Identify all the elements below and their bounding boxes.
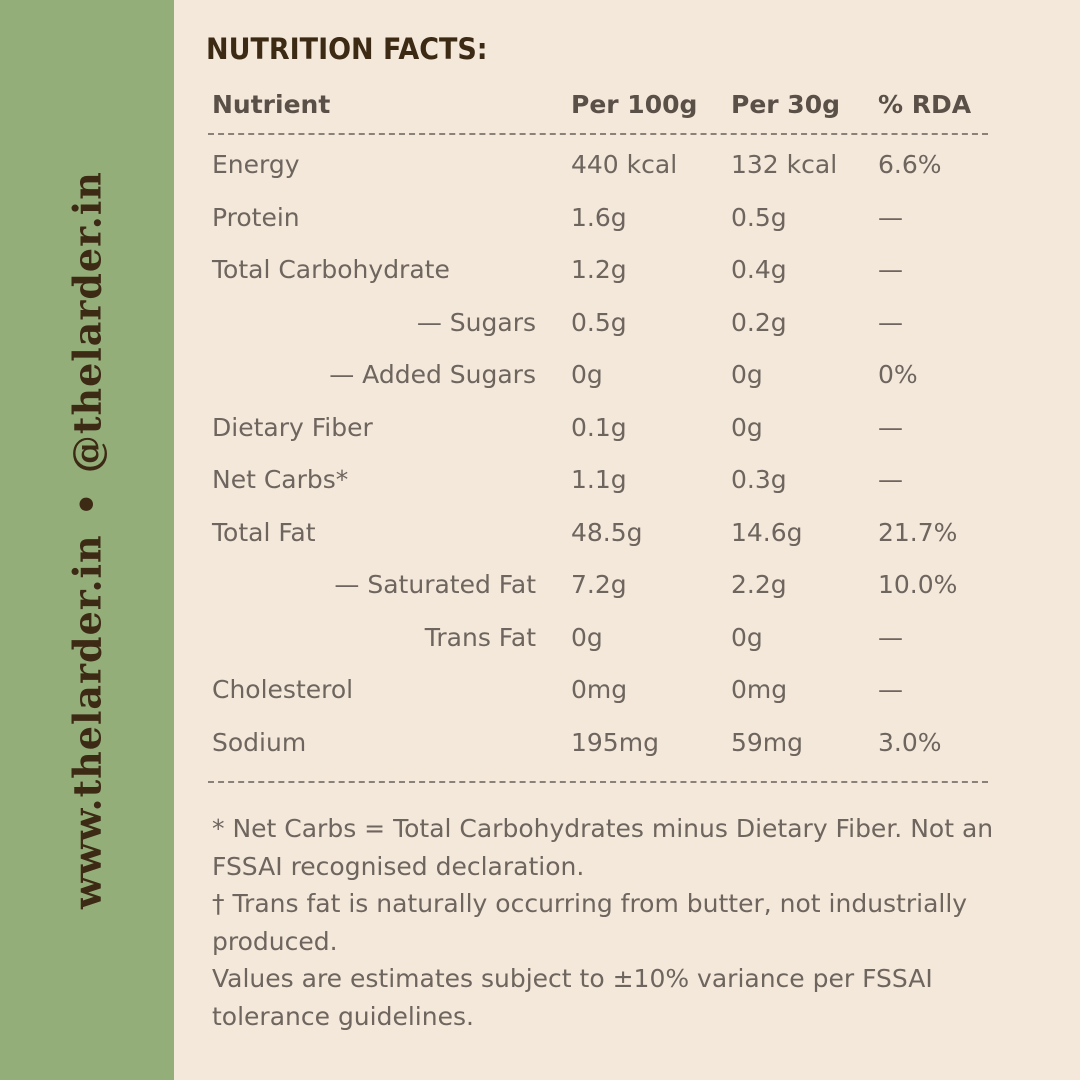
- nutrient-name: — Saturated Fat: [334, 570, 536, 599]
- value-rda: 3.0%: [878, 727, 942, 757]
- value-per-30g: 2.2g: [731, 570, 787, 599]
- table-row: Sodium 195mg 59mg 3.0%: [0, 723, 1080, 763]
- value-rda: —: [878, 202, 903, 232]
- value-per-30g: 0.3g: [731, 465, 787, 494]
- footnotes: * Net Carbs = Total Carbohydrates minus …: [212, 810, 1012, 1035]
- nutrient-name: Total Fat: [212, 517, 316, 547]
- footer-divider: [208, 781, 988, 783]
- value-rda: —: [878, 255, 903, 284]
- value-per-30g: 0g: [731, 412, 763, 442]
- nutrient-name: Total Carbohydrate: [212, 255, 450, 284]
- nutrient-name: Cholesterol: [212, 675, 354, 704]
- value-per-100g: 1.6g: [571, 202, 627, 232]
- table-row: Net Carbs* 1.1g 0.3g —: [0, 460, 1080, 500]
- table-row: Energy 440 kcal 132 kcal 6.6%: [0, 145, 1080, 185]
- value-rda: —: [878, 622, 903, 652]
- value-rda: —: [878, 675, 903, 704]
- value-per-30g: 14.6g: [731, 517, 803, 547]
- header-per-30g: Per 30g: [731, 90, 840, 119]
- table-row: Trans Fat 0g 0g —: [0, 618, 1080, 658]
- header-rda: % RDA: [878, 90, 972, 119]
- nutrient-name: Protein: [212, 202, 300, 232]
- header-per-100g: Per 100g: [571, 90, 698, 119]
- table-row: — Saturated Fat 7.2g 2.2g 10.0%: [0, 565, 1080, 605]
- header-nutrient: Nutrient: [212, 90, 331, 119]
- nutrient-name: Dietary Fiber: [212, 412, 373, 442]
- value-rda: 6.6%: [878, 150, 942, 179]
- value-per-100g: 0.5g: [571, 307, 627, 337]
- value-per-30g: 0g: [731, 360, 763, 389]
- value-per-100g: 195mg: [571, 727, 659, 757]
- nutrient-name: — Sugars: [416, 307, 536, 337]
- page-title: NUTRITION FACTS:: [206, 32, 488, 66]
- value-per-100g: 0.1g: [571, 412, 627, 442]
- value-rda: 21.7%: [878, 517, 958, 547]
- value-rda: —: [878, 307, 903, 337]
- value-per-30g: 59mg: [731, 727, 804, 757]
- footnote-net-carbs: * Net Carbs = Total Carbohydrates minus …: [212, 814, 994, 881]
- value-rda: —: [878, 465, 903, 494]
- value-per-100g: 48.5g: [571, 517, 643, 547]
- nutrient-name: Sodium: [212, 727, 307, 757]
- nutrient-name: Trans Fat: [424, 622, 536, 652]
- value-per-100g: 0g: [571, 360, 603, 389]
- table-row: — Added Sugars 0g 0g 0%: [0, 355, 1080, 395]
- value-rda: 0%: [878, 360, 918, 389]
- table-row: Total Carbohydrate 1.2g 0.4g —: [0, 250, 1080, 290]
- header-divider: [208, 133, 988, 135]
- table-row: — Sugars 0.5g 0.2g —: [0, 303, 1080, 343]
- value-per-100g: 440 kcal: [571, 150, 678, 179]
- value-per-30g: 0.5g: [731, 202, 787, 232]
- table-row: Cholesterol 0mg 0mg —: [0, 670, 1080, 710]
- table-row: Dietary Fiber 0.1g 0g —: [0, 408, 1080, 448]
- value-per-30g: 132 kcal: [731, 150, 838, 179]
- value-per-30g: 0g: [731, 622, 763, 652]
- value-rda: —: [878, 412, 903, 442]
- value-per-100g: 0mg: [571, 675, 628, 704]
- table-row: Protein 1.6g 0.5g —: [0, 198, 1080, 238]
- footnote-trans-fat: † Trans fat is naturally occurring from …: [212, 889, 968, 956]
- table-row: Total Fat 48.5g 14.6g 21.7%: [0, 513, 1080, 553]
- value-per-100g: 1.2g: [571, 255, 627, 284]
- nutrient-name: Net Carbs*: [212, 465, 349, 494]
- table-header: Nutrient Per 100g Per 30g % RDA: [0, 85, 1080, 125]
- value-per-100g: 7.2g: [571, 570, 627, 599]
- value-per-30g: 0.2g: [731, 307, 787, 337]
- value-per-30g: 0.4g: [731, 255, 787, 284]
- nutrient-name: Energy: [212, 150, 300, 179]
- nutrient-name: — Added Sugars: [329, 360, 536, 389]
- value-per-30g: 0mg: [731, 675, 788, 704]
- value-per-100g: 0g: [571, 622, 603, 652]
- value-rda: 10.0%: [878, 570, 958, 599]
- value-per-100g: 1.1g: [571, 465, 627, 494]
- side-bar: www.thelarder.in•@thelarder.in: [0, 0, 174, 1080]
- footnote-tolerance: Values are estimates subject to ±10% var…: [212, 964, 933, 1031]
